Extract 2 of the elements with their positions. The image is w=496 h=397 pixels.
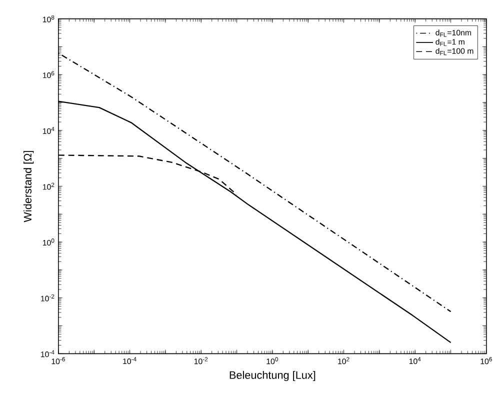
y-axis-title: Widerstand [Ω] [24,150,34,222]
x-axis-title: Beleuchtung [Lux] [230,370,316,381]
